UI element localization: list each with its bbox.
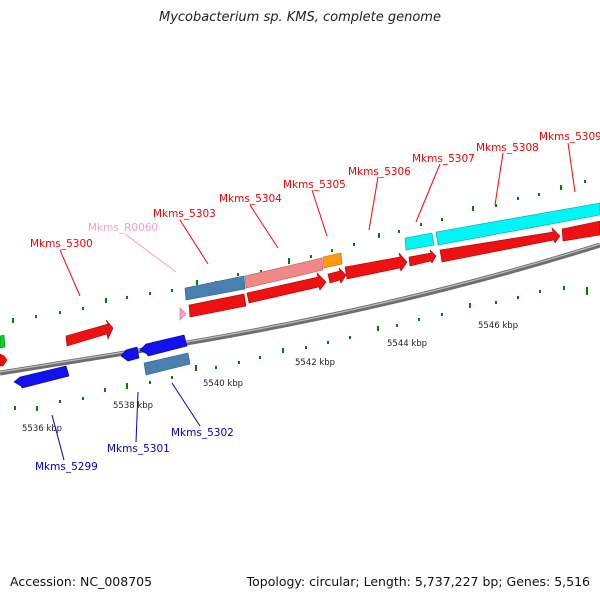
label-mkms-5300[interactable]: Mkms_5300 xyxy=(30,238,93,250)
reverse-genes xyxy=(13,334,191,389)
scale-label-5544: 5544 kbp xyxy=(387,339,427,349)
rna-mkms-r0060[interactable] xyxy=(179,307,187,321)
gene-mkms-5299[interactable] xyxy=(13,365,70,389)
gene-edge-left[interactable] xyxy=(0,353,8,367)
gene-mkms-5307[interactable] xyxy=(408,249,437,267)
scale-label-5538: 5538 kbp xyxy=(113,401,153,411)
scale-label-5540: 5540 kbp xyxy=(203,379,243,389)
label-mkms-5301[interactable]: Mkms_5301 xyxy=(107,443,170,455)
map-title: Mycobacterium sp. KMS, complete genome xyxy=(159,10,441,25)
scale-label-5546: 5546 kbp xyxy=(478,321,518,331)
callout-lines xyxy=(51,142,576,461)
label-mkms-5305[interactable]: Mkms_5305 xyxy=(283,179,346,191)
gene-mkms-5309[interactable] xyxy=(561,220,600,242)
genome-backbone-highlight xyxy=(0,243,600,373)
genome-summary-text: Topology: circular; Length: 5,737,227 bp… xyxy=(246,574,590,589)
accession-text: Accession: NC_008705 xyxy=(10,574,153,589)
label-mkms-5309[interactable]: Mkms_5309 xyxy=(539,131,600,143)
gene-mkms-5303-lower[interactable] xyxy=(188,293,247,318)
gene-mkms-5304[interactable] xyxy=(244,257,324,289)
label-mkms-5299[interactable]: Mkms_5299 xyxy=(35,461,98,473)
label-mkms-5306[interactable]: Mkms_5306 xyxy=(348,166,411,178)
gene-mkms-5308[interactable] xyxy=(439,227,561,263)
gene-mkms-5308-cyan[interactable] xyxy=(435,202,600,246)
gene-mkms-5303[interactable] xyxy=(184,275,246,301)
gene-mkms-5307-cyan[interactable] xyxy=(404,232,435,251)
gene-mkms-5304-lower[interactable] xyxy=(246,272,327,304)
forward-tick-row xyxy=(12,180,586,323)
label-mkms-r0060[interactable]: Mkms_R0060 xyxy=(88,222,158,234)
label-mkms-5308[interactable]: Mkms_5308 xyxy=(476,142,539,154)
forward-genes xyxy=(0,202,600,367)
scale-label-5536: 5536 kbp xyxy=(22,424,62,434)
genome-backbone xyxy=(0,242,600,376)
scale-label-5542: 5542 kbp xyxy=(295,358,335,368)
gene-mkms-5302[interactable] xyxy=(143,352,191,376)
gene-mkms-5306[interactable] xyxy=(344,252,408,280)
gene-mkms-5300[interactable] xyxy=(65,319,114,347)
gene-mkms-5305-lower[interactable] xyxy=(327,267,347,284)
gene-mkms-5301[interactable] xyxy=(120,346,140,362)
gene-labels: Mkms_5299 Mkms_5300 Mkms_5301 Mkms_5302 … xyxy=(30,131,600,473)
gene-mkms-5305[interactable] xyxy=(322,252,343,269)
label-mkms-5304[interactable]: Mkms_5304 xyxy=(219,193,282,205)
gene-mkms-5302-blue[interactable] xyxy=(139,334,188,357)
label-mkms-5303[interactable]: Mkms_5303 xyxy=(153,208,216,220)
gene-edge-green[interactable] xyxy=(0,334,6,349)
label-mkms-5302[interactable]: Mkms_5302 xyxy=(171,427,234,439)
label-mkms-5307[interactable]: Mkms_5307 xyxy=(412,153,475,165)
reverse-tick-row xyxy=(14,286,588,411)
